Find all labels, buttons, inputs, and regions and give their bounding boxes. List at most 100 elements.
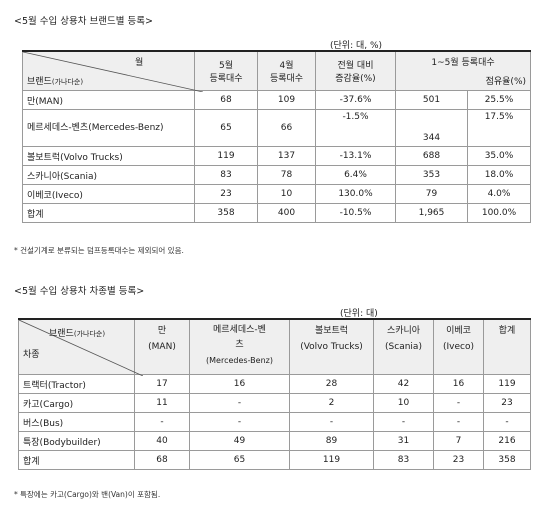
table-cell: 109	[257, 90, 316, 110]
table1-corner-month: 월	[135, 58, 144, 68]
table1-corner-brand: 브랜드	[27, 77, 52, 87]
header-text: 만	[157, 326, 167, 336]
table2-header-volvo: 볼보트럭 (Volvo Trucks)	[289, 318, 374, 375]
header-text: 4월	[279, 61, 294, 71]
header-text: (MAN)	[148, 342, 176, 352]
table-cell: 17	[134, 374, 190, 394]
table-row: 메르세데스-벤츠(Mercedes-Benz) 65 66 -1.5% 344 17.5%	[22, 109, 532, 147]
header-text: 증감율(%)	[335, 74, 376, 84]
table-cell: 28	[289, 374, 374, 394]
table-row: 트랙터(Tractor) 17 16 28 42 16 119	[18, 374, 531, 394]
table-row-total: 합계 68 65 119 83 23 358	[18, 450, 531, 470]
table-cell: 1,965	[395, 203, 468, 223]
header-text: 등록대수	[209, 74, 243, 84]
table2-header-total: 합계	[483, 318, 531, 375]
table-cell: 특장(Bodybuilder)	[18, 431, 135, 451]
table-cell: 119	[194, 146, 258, 166]
table-cell: 688	[395, 146, 468, 166]
table-cell: -10.5%	[315, 203, 396, 223]
table-cell: -	[189, 412, 290, 432]
table-cell: 7	[433, 431, 484, 451]
table-cell: 83	[194, 165, 258, 185]
table-row: 볼보트럭(Volvo Trucks) 119 137 -13.1% 688 35.0%	[22, 146, 532, 166]
table-cell: 65	[194, 109, 258, 147]
table-cell: 89	[289, 431, 374, 451]
table2-header-mercedes: 메르세데스-벤 츠 (Mercedes-Benz)	[189, 318, 290, 375]
table-cell: 358	[194, 203, 258, 223]
table-cell: 65	[189, 450, 290, 470]
table-cell: 트랙터(Tractor)	[18, 374, 135, 394]
table2-corner-diagonal	[19, 320, 143, 376]
table-cell: 66	[257, 109, 316, 147]
table-cell: 68	[134, 450, 190, 470]
table-cell: 137	[257, 146, 316, 166]
table-cell: 216	[483, 431, 531, 451]
table1-header-may: 5월 등록대수	[194, 50, 258, 91]
table1-corner-cell: 월 브랜드(가나다순)	[22, 50, 203, 92]
table-cell: 68	[194, 90, 258, 110]
table-cell: 353	[395, 165, 468, 185]
table-cell: 카고(Cargo)	[18, 393, 135, 413]
table2-title: <5월 수입 상용차 차종별 등록>	[14, 286, 145, 297]
header-text: 스카니아	[386, 326, 421, 336]
table-cell: 400	[257, 203, 316, 223]
table1-title: <5월 수입 상용차 브랜드별 등록>	[14, 16, 153, 27]
table-cell: 78	[257, 165, 316, 185]
header-text: 전월 대비	[337, 61, 374, 71]
table-cell: 만(MAN)	[22, 90, 195, 110]
table1-corner-order: (가나다순)	[51, 78, 84, 86]
table-cell: 18.0%	[466, 165, 532, 185]
table-cell: -	[483, 412, 531, 432]
table-cell: -	[189, 393, 290, 413]
table-cell: -	[433, 412, 484, 432]
header-text: 볼보트럭	[314, 326, 349, 336]
table-cell: 11	[134, 393, 190, 413]
table2-corner-cell: 브랜드(가나다순) 차종	[18, 318, 143, 376]
table-cell: 10	[257, 184, 316, 204]
header-text: (Scania)	[385, 342, 422, 352]
header-text: (Volvo Trucks)	[300, 342, 363, 352]
table-cell: 23	[194, 184, 258, 204]
table-cell: 23	[483, 393, 531, 413]
table-cell: 버스(Bus)	[18, 412, 135, 432]
table1-header-ytd: 1~5월 등록대수	[394, 50, 532, 71]
table2-corner-brand: 브랜드	[49, 329, 74, 339]
table2-note: * 특장에는 카고(Cargo)와 밴(Van)이 포함됨.	[14, 490, 161, 499]
table-cell: 358	[483, 450, 531, 470]
table-cell: -1.5%	[315, 109, 396, 147]
table-cell: 10	[373, 393, 434, 413]
table-cell: 메르세데스-벤츠(Mercedes-Benz)	[22, 109, 195, 147]
table-cell: 2	[289, 393, 374, 413]
table-cell: 130.0%	[315, 184, 396, 204]
table-row: 이베코(Iveco) 23 10 130.0% 79 4.0%	[22, 184, 532, 204]
table-row: 특장(Bodybuilder) 40 49 89 31 7 216	[18, 431, 531, 451]
table-cell: -	[134, 412, 190, 432]
table-cell: 17.5%	[466, 109, 532, 147]
table-cell: 344	[395, 109, 468, 147]
table-cell: 합계	[18, 450, 135, 470]
table-cell: 이베코(Iveco)	[22, 184, 195, 204]
table-cell: 40	[134, 431, 190, 451]
table-cell: 100.0%	[466, 203, 532, 223]
table-cell: 119	[483, 374, 531, 394]
table-cell: 16	[189, 374, 290, 394]
table1-unit: (단위: 대, %)	[330, 41, 383, 51]
header-text: 이베코	[446, 326, 471, 336]
header-text: 메르세데스-벤	[213, 325, 266, 335]
table-row: 스카니아(Scania) 83 78 6.4% 353 18.0%	[22, 165, 532, 185]
table-cell: -37.6%	[315, 90, 396, 110]
header-text: 등록대수	[269, 74, 304, 84]
table1-header-share: 점유율(%)	[467, 71, 532, 91]
table-row: 카고(Cargo) 11-2 10-23	[18, 393, 531, 413]
table-cell: 4.0%	[466, 184, 532, 204]
table2-corner-type: 차종	[23, 350, 40, 360]
table-cell: 119	[289, 450, 374, 470]
table-cell: 16	[433, 374, 484, 394]
table-cell: 79	[395, 184, 468, 204]
table1-corner-diagonal	[23, 52, 203, 92]
table-cell: 볼보트럭(Volvo Trucks)	[22, 146, 195, 166]
table-cell: -	[289, 412, 374, 432]
table2-header-iveco: 이베코 (Iveco)	[433, 318, 484, 375]
